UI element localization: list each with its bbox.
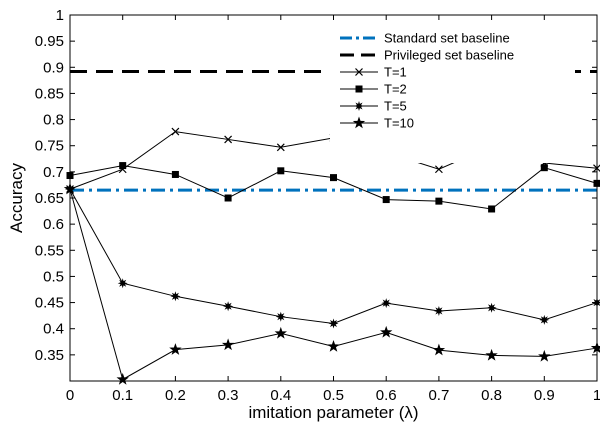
axis-ticks-layer: 0 0.1 0.2 0.3 0.4 0.5 0.6 0.7 0.8 0.9 1 0.35 0.4 0.45…: [35, 7, 600, 404]
data-point-marker: [435, 197, 443, 205]
x-axis-label: imitation parameter (λ): [248, 403, 418, 422]
legend-label: T=1: [384, 65, 407, 80]
legend-label: T=10: [384, 116, 414, 131]
data-point-marker: [119, 162, 127, 170]
series-line: [69, 188, 598, 381]
y-tick-label: 1: [56, 7, 64, 24]
legend: Standard set baseline Privileged set base…: [330, 31, 575, 163]
x-tick-label: 1: [593, 387, 600, 404]
x-tick-label: 0.5: [323, 387, 344, 404]
data-point-marker: [590, 341, 600, 354]
data-point-marker: [434, 165, 443, 174]
data-point-marker: [380, 325, 393, 338]
y-tick-label: 0.85: [35, 85, 64, 102]
legend-marker: [355, 85, 363, 93]
x-tick-label: 0.8: [481, 387, 502, 404]
data-point-marker: [485, 348, 498, 361]
data-point-marker: [432, 343, 446, 356]
data-point-marker: [539, 314, 550, 325]
legend-marker: [354, 101, 364, 111]
data-point-marker: [330, 174, 337, 182]
data-point-marker: [224, 135, 233, 144]
data-point-marker: [221, 338, 235, 351]
x-tick-label: 0.9: [534, 387, 555, 404]
y-tick-label: 0.7: [43, 164, 64, 181]
data-point-marker: [170, 291, 181, 302]
data-point-marker: [274, 326, 287, 339]
y-tick-label: 0.95: [35, 33, 64, 50]
data-point-marker: [540, 164, 548, 172]
data-point-marker: [223, 301, 234, 312]
data-point-marker: [169, 343, 182, 355]
legend-label: T=2: [384, 82, 407, 97]
legend-label: Privileged set baseline: [384, 48, 514, 63]
y-tick-label: 0.75: [35, 138, 64, 155]
data-point-marker: [224, 194, 232, 202]
y-tick-label: 0.4: [43, 321, 64, 338]
legend-label: T=5: [384, 99, 407, 114]
legend-marker: [352, 116, 366, 129]
marker-stroke: [171, 127, 180, 136]
marker-stroke: [355, 68, 363, 76]
data-point-marker: [433, 305, 444, 316]
data-point-marker: [381, 298, 392, 309]
y-tick-label: 0.45: [35, 295, 64, 312]
data-point-marker: [276, 143, 285, 152]
data-point-marker: [277, 167, 285, 175]
series-line: [69, 188, 598, 325]
y-tick-label: 0.8: [43, 112, 64, 129]
y-tick-label: 0.5: [43, 268, 64, 285]
data-point-marker: [538, 349, 551, 362]
data-point-marker: [171, 170, 179, 178]
x-tick-label: 0.7: [428, 387, 449, 404]
y-tick-label: 0.6: [43, 216, 64, 233]
x-tick-label: 0.6: [376, 387, 397, 404]
data-point-marker: [327, 339, 340, 352]
data-point-marker: [382, 196, 390, 204]
series-line: [69, 165, 598, 210]
x-tick-label: 0.2: [165, 387, 186, 404]
data-point-marker: [117, 278, 128, 289]
marker-stroke: [434, 165, 443, 174]
y-tick-label: 0.65: [35, 190, 64, 207]
legend-marker: [355, 68, 363, 76]
plot-lines-layer: [63, 69, 600, 385]
data-point-marker: [275, 311, 286, 322]
marker-stroke: [224, 135, 233, 144]
y-tick-label: 0.9: [43, 59, 64, 76]
y-tick-label: 0.35: [35, 347, 64, 364]
x-tick-label: 0.4: [270, 387, 291, 404]
y-tick-label: 0.55: [35, 242, 64, 259]
legend-box: [330, 31, 575, 163]
x-tick-label: 0.1: [112, 387, 133, 404]
data-point-marker: [486, 302, 497, 313]
data-point-marker: [488, 205, 496, 213]
x-tick-label: 0: [66, 387, 74, 404]
data-point-marker: [171, 127, 180, 136]
marker-stroke: [276, 143, 285, 152]
x-tick-label: 0.3: [218, 387, 239, 404]
y-axis-label: Accuracy: [7, 163, 26, 233]
data-point-marker: [328, 318, 339, 329]
legend-label: Standard set baseline: [384, 31, 510, 46]
